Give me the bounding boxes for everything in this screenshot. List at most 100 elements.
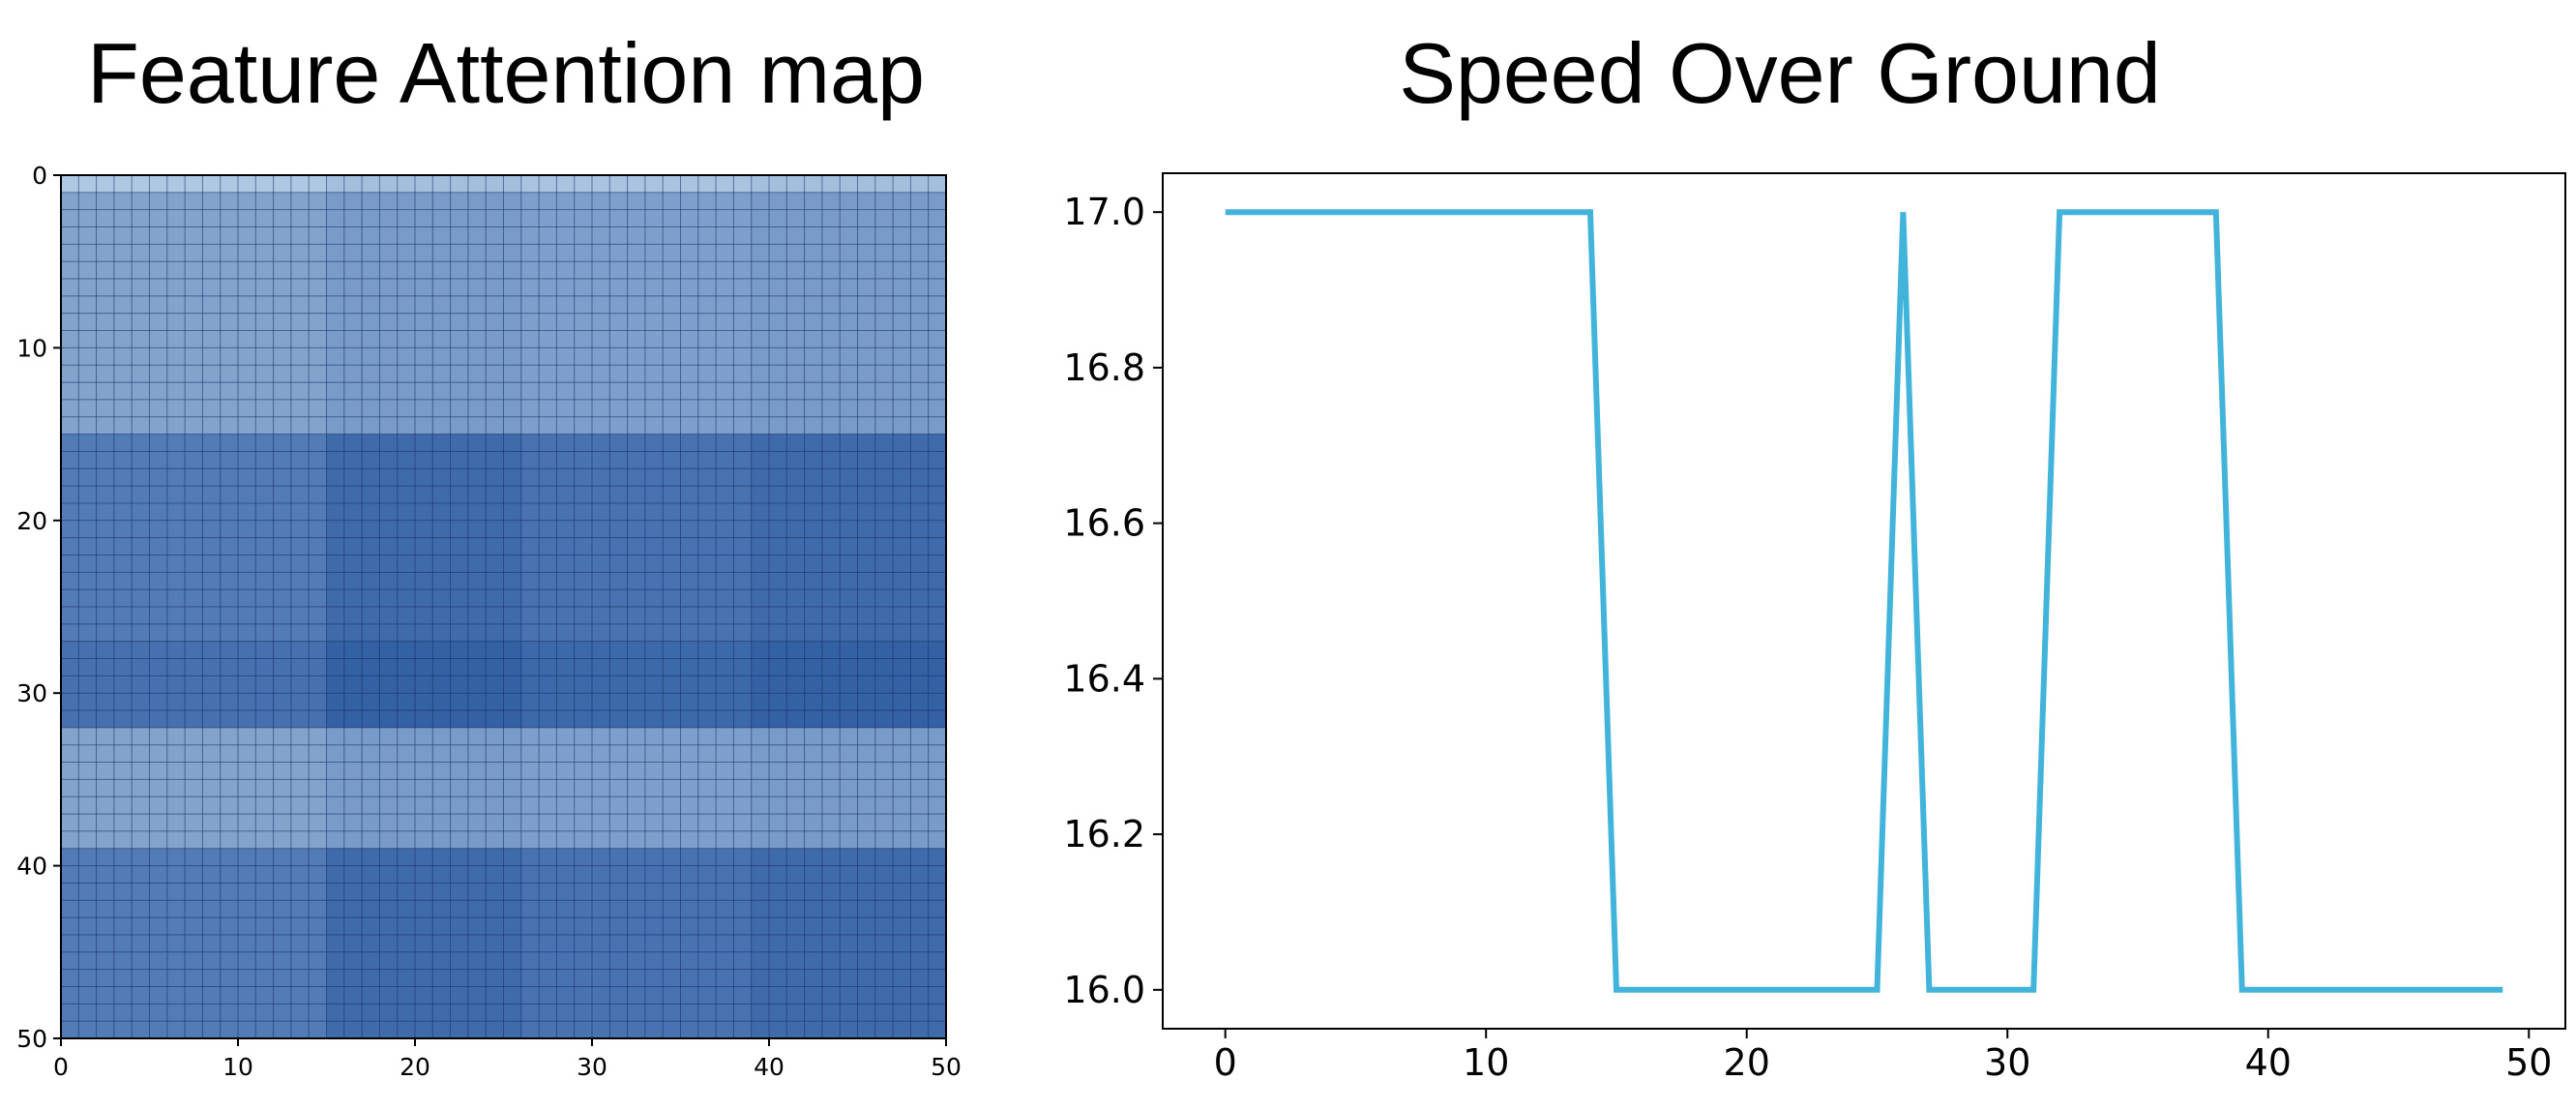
heatmap-cell (556, 399, 576, 418)
heatmap-cell (309, 917, 328, 936)
heatmap-cell (716, 658, 734, 676)
heatmap-cell (96, 796, 115, 815)
heatmap-y-tick-label: 0 (32, 162, 47, 190)
heatmap-cell (609, 710, 629, 729)
heatmap-cell (556, 693, 576, 711)
heatmap-cell (96, 848, 115, 867)
heatmap-cell (928, 658, 947, 676)
heatmap-cell (520, 1004, 540, 1022)
heatmap-cell (132, 762, 151, 780)
heatmap-cell (220, 623, 239, 643)
heatmap-cell (362, 365, 380, 383)
heatmap-cell (238, 451, 256, 469)
heatmap-cell (362, 693, 380, 711)
heatmap-cell (609, 951, 629, 971)
heatmap-cell (61, 330, 79, 348)
heatmap-cell (486, 226, 505, 245)
heatmap-cell (432, 934, 452, 953)
heatmap-cell (290, 399, 310, 418)
heatmap-cell (202, 365, 222, 383)
heatmap-cell (290, 226, 310, 245)
heatmap-cell (751, 451, 770, 469)
heatmap-cell (609, 762, 629, 780)
heatmap-cell (840, 762, 859, 780)
heatmap-cell (769, 399, 787, 418)
line-y-tick-label: 16.4 (1063, 657, 1145, 700)
heatmap-cell (113, 675, 133, 694)
heatmap-cell (343, 572, 363, 590)
heatmap-cell (804, 727, 823, 746)
heatmap-cell (821, 486, 841, 504)
heatmap-cell (61, 830, 79, 850)
heatmap-cell (132, 502, 151, 522)
heatmap-cell (379, 865, 399, 885)
heatmap-cell (609, 244, 629, 262)
heatmap-cell (539, 623, 557, 643)
heatmap-cell (78, 1004, 98, 1022)
heatmap-cell (680, 589, 699, 608)
heatmap-cell (238, 434, 256, 453)
heatmap-cell (379, 934, 399, 953)
heatmap-cell (769, 468, 787, 487)
heatmap-cell (273, 883, 292, 901)
heatmap-cell (539, 520, 557, 539)
heatmap-cell (486, 1021, 505, 1039)
heatmap-cell (343, 209, 363, 228)
heatmap-cell (96, 537, 115, 556)
heatmap-cell (874, 468, 894, 487)
heatmap-cell (893, 520, 911, 539)
heatmap-cell (592, 641, 610, 660)
heatmap-cell (786, 175, 806, 194)
heatmap-cell (663, 796, 682, 815)
heatmap-cell (910, 279, 930, 297)
heatmap-cell (202, 537, 222, 556)
heatmap-cell (273, 744, 292, 764)
heatmap-cell (733, 865, 753, 885)
heatmap-cell (486, 900, 505, 918)
heatmap-cell (910, 382, 930, 401)
heatmap-cell (326, 986, 345, 1005)
heatmap-cell (680, 951, 699, 971)
heatmap-cell (840, 727, 859, 746)
heatmap-cell (309, 675, 328, 694)
heatmap-cell (415, 675, 433, 694)
heatmap-cell (238, 382, 256, 401)
heatmap-cell (379, 330, 399, 348)
heatmap-cell (840, 900, 859, 918)
heatmap-cell (644, 416, 664, 435)
heatmap-cell (397, 555, 416, 573)
heatmap-cell (432, 244, 452, 262)
heatmap-cell (574, 762, 593, 780)
heatmap-cell (751, 934, 770, 953)
heatmap-cell (644, 693, 664, 711)
heatmap-cell (716, 382, 734, 401)
heatmap-cell (273, 537, 292, 556)
heatmap-cell (202, 279, 222, 297)
heatmap-cell (733, 779, 753, 797)
heatmap-cell (786, 641, 806, 660)
heatmap-cell (574, 226, 593, 245)
heatmap-cell (96, 951, 115, 971)
heatmap-cell (326, 762, 345, 780)
heatmap-cell (539, 175, 557, 194)
heatmap-cell (840, 486, 859, 504)
heatmap-cell (362, 675, 380, 694)
heatmap-cell (769, 1021, 787, 1039)
heatmap-cell (450, 762, 469, 780)
heatmap-cell (343, 641, 363, 660)
heatmap-cell (910, 762, 930, 780)
heatmap-cell (238, 399, 256, 418)
heatmap-cell (680, 1021, 699, 1039)
heatmap-cell (716, 537, 734, 556)
heatmap-cell (61, 693, 79, 711)
heatmap-cell (486, 865, 505, 885)
heatmap-cell (733, 969, 753, 988)
heatmap-cell (786, 244, 806, 262)
heatmap-cell (697, 623, 717, 643)
heatmap-cell (910, 209, 930, 228)
heatmap-cell (309, 537, 328, 556)
heatmap-cell (132, 572, 151, 590)
heatmap-cell (238, 623, 256, 643)
heatmap-cell (202, 226, 222, 245)
heatmap-cell (450, 796, 469, 815)
